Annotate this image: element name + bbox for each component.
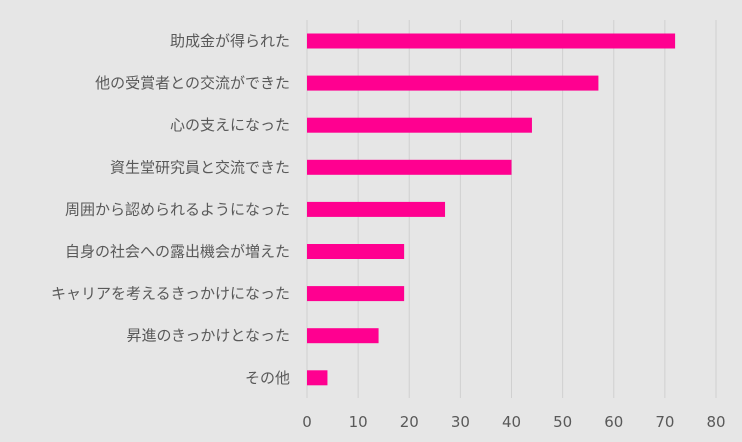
category-label: 昇進のきっかけとなった	[126, 327, 290, 345]
category-label: 他の受賞者との交流ができた	[95, 74, 290, 92]
bar	[307, 244, 405, 259]
x-tick-label: 40	[502, 413, 521, 431]
bar	[307, 33, 676, 49]
x-tick-label: 80	[706, 413, 725, 431]
bar	[307, 201, 446, 217]
bar	[307, 75, 599, 91]
bar	[307, 159, 512, 175]
x-tick-label: 10	[349, 413, 368, 431]
bar	[307, 117, 532, 133]
x-tick-label: 20	[400, 413, 419, 431]
category-label: 周囲から認められるようになった	[65, 200, 290, 218]
bar	[307, 286, 405, 302]
x-tick-label: 60	[604, 413, 623, 431]
category-label: その他	[245, 369, 290, 387]
category-labels: 助成金が得られた他の受賞者との交流ができた心の支えになった資生堂研究員と交流でき…	[51, 32, 290, 387]
category-label: 自身の社会への露出機会が増えた	[65, 243, 290, 261]
category-label: キャリアを考えるきっかけになった	[51, 285, 290, 303]
category-label: 心の支えになった	[170, 116, 290, 134]
x-axis-ticks: 0 10 20 30 40 50 60 70 80	[302, 413, 725, 431]
category-label: 資生堂研究員と交流できた	[110, 158, 290, 176]
x-tick-label: 50	[553, 413, 572, 431]
x-tick-label: 70	[655, 413, 674, 431]
x-tick-label: 0	[302, 413, 312, 431]
category-label: 助成金が得られた	[170, 32, 290, 50]
x-tick-label: 30	[451, 413, 470, 431]
bar	[307, 370, 328, 386]
bar	[307, 328, 379, 344]
bars	[307, 33, 676, 386]
